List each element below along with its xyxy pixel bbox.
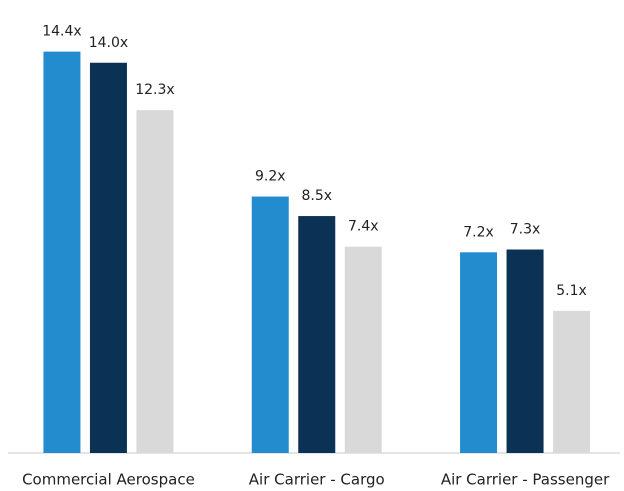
- value-label: 5.1x: [556, 283, 587, 299]
- value-label: 12.3x: [135, 82, 174, 98]
- x-tick-label: Air Carrier - Cargo: [249, 471, 385, 489]
- bar: [460, 252, 498, 453]
- bar: [43, 51, 81, 453]
- bar: [553, 310, 591, 453]
- value-label: 7.3x: [510, 222, 541, 238]
- value-label: 14.0x: [89, 35, 128, 51]
- value-label: 8.5x: [301, 188, 332, 204]
- value-label: 14.4x: [42, 24, 81, 40]
- value-label: 9.2x: [255, 169, 286, 185]
- value-label: 7.4x: [348, 219, 379, 235]
- bar: [89, 62, 127, 453]
- bar: [344, 246, 382, 453]
- x-tick-label: Air Carrier - Passenger: [441, 471, 610, 489]
- bar: [506, 249, 544, 453]
- bar: [298, 216, 336, 453]
- bar: [251, 196, 289, 454]
- x-tick-label: Commercial Aerospace: [22, 471, 195, 489]
- value-label: 7.2x: [463, 224, 494, 240]
- bar: [136, 110, 174, 453]
